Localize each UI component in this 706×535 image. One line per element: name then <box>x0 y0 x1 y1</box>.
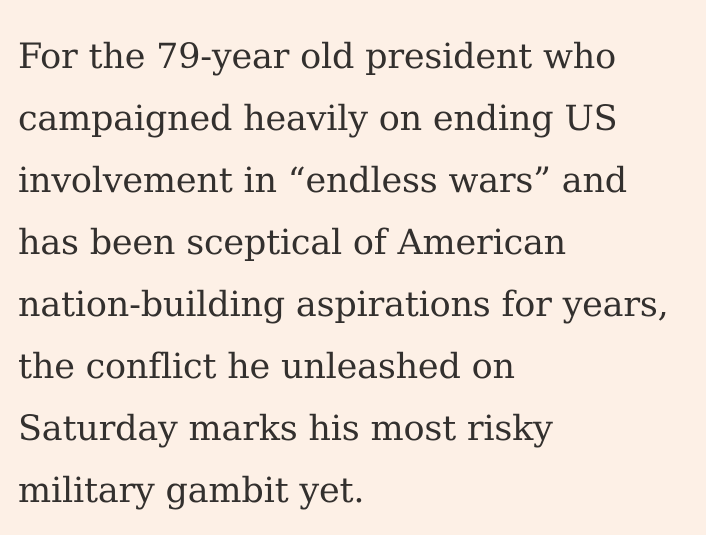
paragraph-line: Saturday marks his most risky <box>18 409 553 449</box>
paragraph-line: the conflict he unleashed on <box>18 347 515 387</box>
paragraph-line: military gambit yet. <box>18 471 365 511</box>
paragraph-line: nation-building aspirations for years, <box>18 285 669 325</box>
paragraph-line: For the 79-year old president who <box>18 37 616 77</box>
article-paragraph: For the 79-year old president who campai… <box>18 26 706 522</box>
paragraph-line: has been sceptical of American <box>18 223 566 263</box>
paragraph-line: campaigned heavily on ending US <box>18 99 618 139</box>
paragraph-line: involvement in “endless wars” and <box>18 161 628 201</box>
